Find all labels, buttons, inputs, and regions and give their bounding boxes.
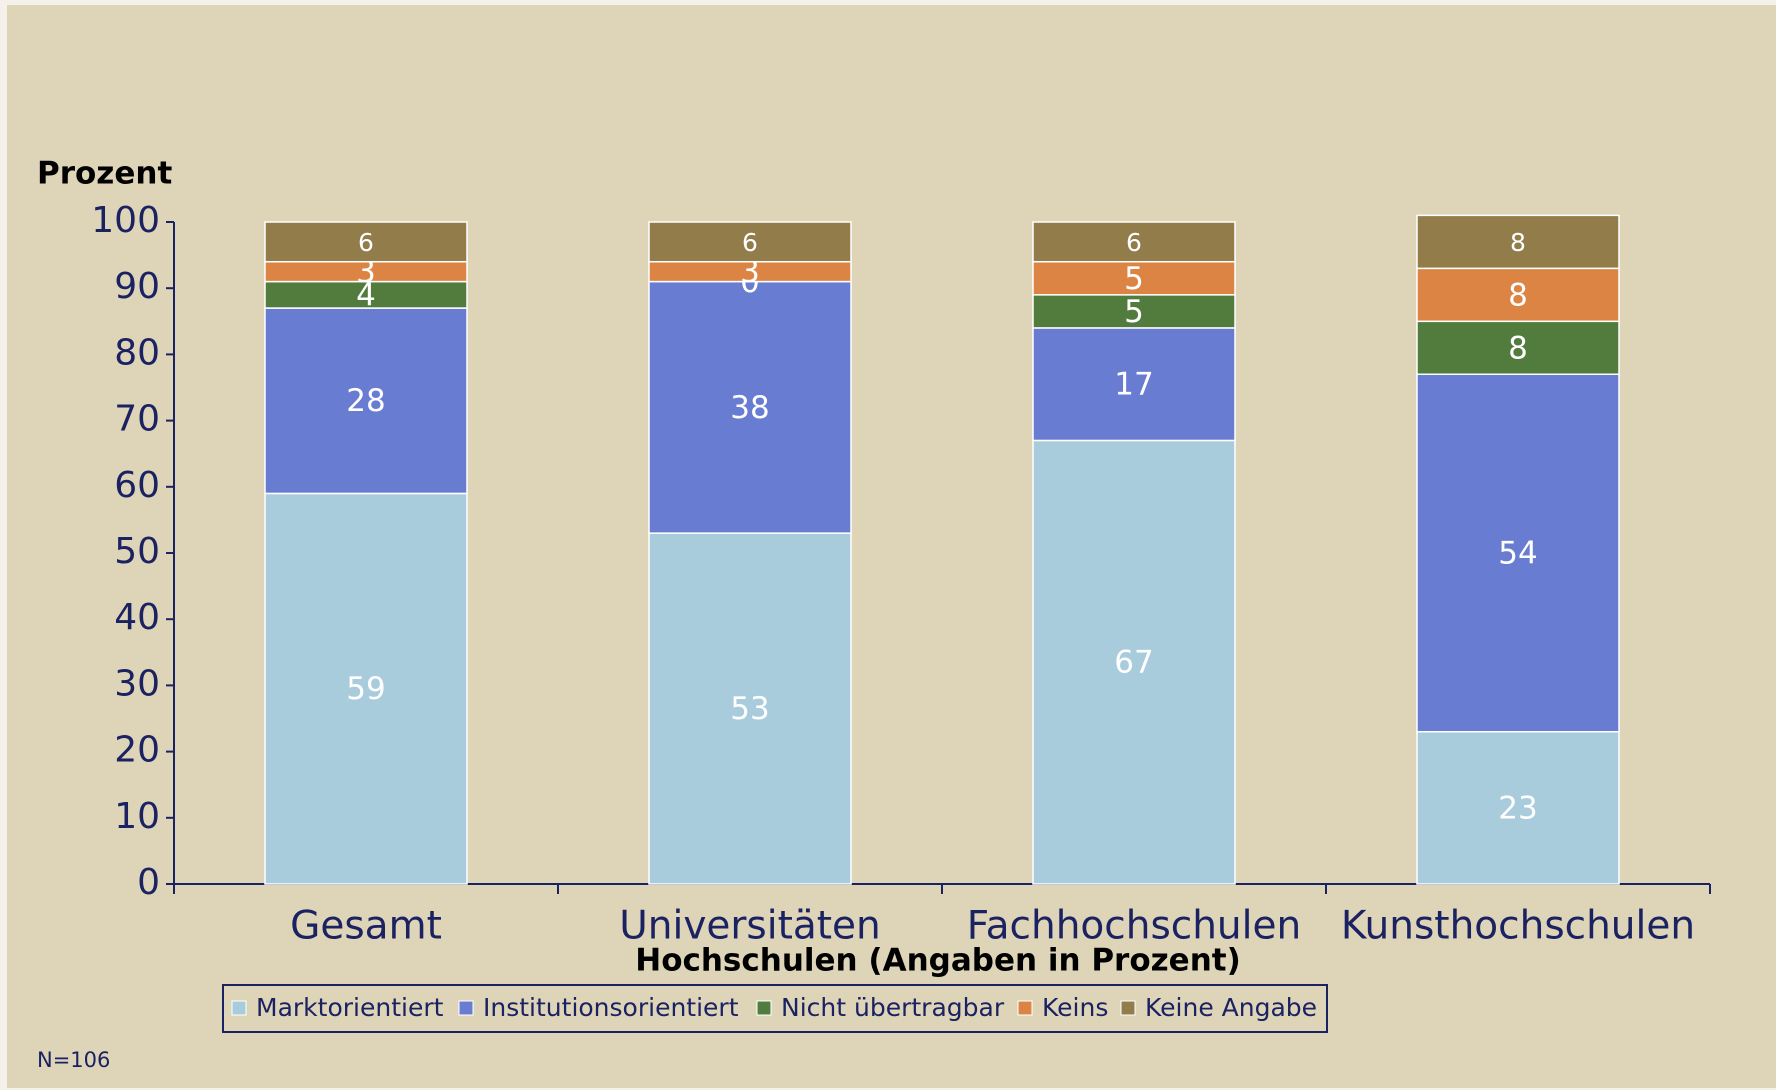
y-tick-label: 30 (114, 663, 160, 704)
bar-segment (648, 532, 852, 885)
data-label: 28 (346, 383, 385, 419)
bar-segment (1032, 294, 1236, 329)
data-label: 53 (730, 691, 769, 727)
data-label: 17 (1114, 367, 1153, 403)
bar-segment (1416, 730, 1620, 885)
y-tick-label: 10 (114, 796, 160, 837)
legend-swatch (1017, 1000, 1033, 1016)
bar-segment (264, 307, 468, 495)
bar-segment (1416, 320, 1620, 376)
y-axis-label: Prozent (37, 156, 172, 192)
data-label: 3 (740, 254, 760, 290)
bar-segment (1032, 260, 1236, 296)
legend-label: Marktorientiert (256, 993, 444, 1022)
bar-segment (264, 221, 468, 263)
data-label: 5 (1124, 261, 1144, 297)
data-label: 8 (1508, 277, 1528, 313)
bar-segment (1416, 267, 1620, 323)
data-label: 23 (1498, 790, 1537, 826)
legend-label: Keine Angabe (1145, 993, 1317, 1022)
data-label: 6 (358, 228, 374, 257)
legend-label: Keins (1042, 993, 1108, 1022)
bar-segment (1416, 214, 1620, 270)
bar-segment (1032, 221, 1236, 263)
bar-segment (648, 221, 852, 263)
bar-segment (648, 280, 852, 534)
data-label: 54 (1498, 536, 1537, 572)
data-label: 3 (356, 254, 376, 290)
y-tick-label: 0 (137, 862, 160, 903)
data-label: 6 (742, 228, 758, 257)
legend-swatch (756, 1000, 772, 1016)
y-tick-label: 70 (114, 399, 160, 440)
bar-segment (1032, 327, 1236, 442)
bar-segment (1032, 439, 1236, 885)
legend-label: Institutionsorientiert (483, 993, 739, 1022)
y-tick-label: 40 (114, 597, 160, 638)
y-tick-label: 60 (114, 465, 160, 506)
legend-label: Nicht übertragbar (781, 993, 1005, 1022)
legend-swatch (458, 1000, 474, 1016)
x-tick-label: Kunsthochschulen (1341, 904, 1695, 949)
legend-box (222, 984, 1328, 1033)
data-label: 67 (1114, 645, 1153, 681)
data-label: 4 (356, 277, 376, 313)
x-axis-label: Hochschulen (Angaben in Prozent) (635, 943, 1241, 979)
x-tick-label: Fachhochschulen (967, 904, 1301, 949)
data-label: 8 (1510, 228, 1526, 257)
y-tick-label: 50 (114, 531, 160, 572)
data-label: 5 (1124, 294, 1144, 330)
y-tick-label: 100 (91, 200, 160, 241)
x-tick-label: Gesamt (290, 904, 442, 949)
bar-segment (264, 492, 468, 885)
data-label: 8 (1508, 330, 1528, 366)
y-tick-label: 80 (114, 332, 160, 373)
y-tick-label: 90 (114, 266, 160, 307)
data-label: 38 (730, 390, 769, 426)
data-label: 6 (1126, 228, 1142, 257)
note: N=106 (37, 1048, 110, 1072)
legend-swatch (1120, 1000, 1136, 1016)
bar-segment (1416, 373, 1620, 733)
y-tick-label: 20 (114, 730, 160, 771)
x-tick-label: Universitäten (619, 904, 881, 949)
data-label: 59 (346, 671, 385, 707)
legend-swatch (231, 1000, 247, 1016)
